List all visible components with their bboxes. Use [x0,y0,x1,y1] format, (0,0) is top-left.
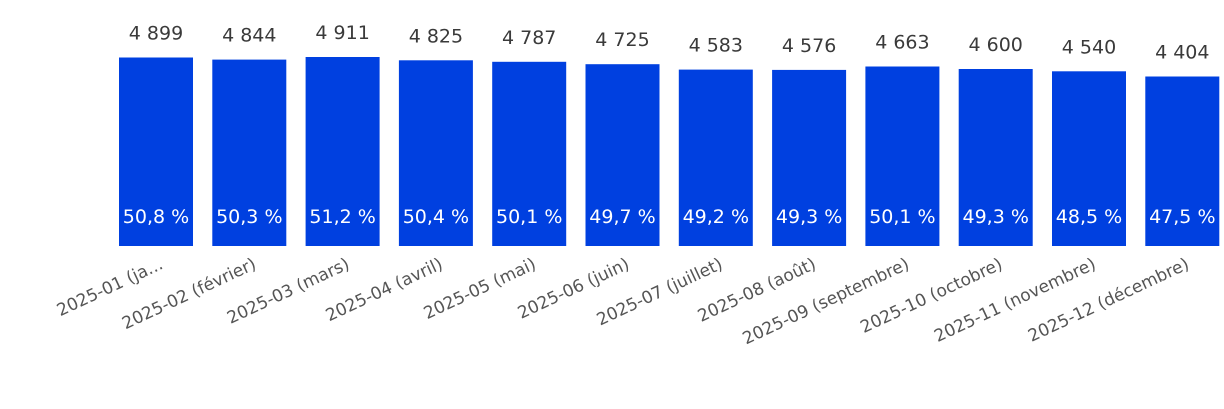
category-tick-label: 2025-11 (novembre) [931,254,1099,346]
bar-percent-label: 49,2 % [683,206,749,228]
bar[interactable] [305,57,380,246]
bar-percent-label: 50,4 % [403,206,469,228]
bar[interactable] [678,69,753,246]
bar[interactable] [492,61,567,246]
bar-value-label: 4 600 [968,34,1022,56]
bar-percent-label: 50,3 % [216,206,282,228]
bar[interactable] [865,66,940,247]
bar-value-label: 4 911 [315,22,369,44]
bar-percent-label: 50,8 % [123,206,189,228]
bar[interactable] [772,69,847,247]
bar-percent-label: 51,2 % [309,206,375,228]
bar-percent-label: 47,5 % [1149,206,1215,228]
bar-percent-label: 49,3 % [776,206,842,228]
bar-value-label: 4 725 [595,29,649,51]
category-tick-label: 2025-12 (décembre) [1025,254,1192,346]
bar-value-label: 4 540 [1062,36,1116,58]
bar-value-label: 4 404 [1155,42,1209,64]
bar-value-label: 4 899 [129,23,183,45]
bar[interactable] [1145,76,1220,247]
bar-value-label: 4 663 [875,32,929,54]
bar[interactable] [958,69,1033,246]
bar[interactable] [1052,71,1126,246]
category-labels-group: 2025-01 (ja...2025-02 (février)2025-03 (… [54,254,1192,349]
percent-labels-group: 50,8 % 50,3 % 51,2 % 50,4 % 50,1 % 49,7 % 49,2… [123,206,1216,228]
bar[interactable] [585,64,660,246]
bars-group [119,57,1220,247]
bar-percent-label: 48,5 % [1056,206,1122,228]
bar[interactable] [398,60,473,246]
bar-value-label: 4 844 [222,25,276,47]
bar-percent-label: 50,1 % [869,206,935,228]
bar-value-label: 4 825 [409,25,463,47]
bar[interactable] [119,57,193,247]
bar-value-label: 4 576 [782,35,836,57]
bar-percent-label: 50,1 % [496,206,562,228]
bar-value-label: 4 787 [502,27,556,49]
value-labels-group: 4 899 4 844 4 911 4 825 4 787 4 725 4 583 4 576… [129,22,1210,64]
bar-percent-label: 49,7 % [589,206,655,228]
bar[interactable] [212,59,287,246]
category-tick-label: 2025-09 (septembre) [740,254,913,349]
bar-percent-label: 49,3 % [962,206,1028,228]
bar-value-label: 4 583 [689,35,743,57]
